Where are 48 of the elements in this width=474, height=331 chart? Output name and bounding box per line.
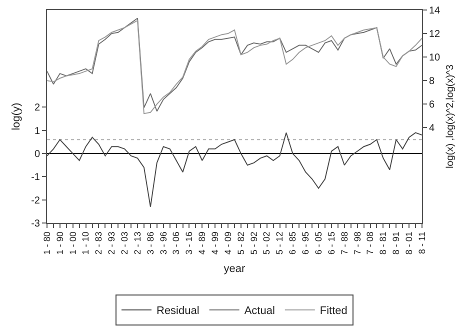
legend-label: Residual [156, 305, 200, 318]
x-tick-label: 8 - 11 [416, 232, 427, 254]
y-tick-label: 0 [34, 149, 40, 160]
x-tick-label: 6 - 95 [300, 232, 311, 255]
x-tick-label: 5 - 92 [248, 232, 259, 255]
x-tick-label: 7 - 08 [365, 232, 376, 255]
legend-label: Fitted [320, 305, 348, 318]
x-tick-label: 4 - 09 [222, 232, 233, 255]
x-tick-label: 1 - 80 [42, 232, 52, 255]
x-tick-label: 6 - 85 [288, 232, 298, 255]
y-axis-title: log(y) [10, 102, 23, 130]
x-tick-label: 1 - 00 [68, 232, 78, 255]
x-tick-label: 3 - 16 [184, 232, 194, 255]
x-tick-label: 1 - 10 [80, 232, 91, 255]
y2-tick-label: 12 [429, 29, 441, 40]
y2-tick-label: 10 [429, 52, 441, 64]
y2-axis-title: log(x) ,log(x)^2,log(x)^3 [445, 64, 456, 168]
x-axis-title: year [224, 262, 246, 275]
x-tick-label: 4 - 89 [197, 232, 208, 255]
x-tick-label: 2 - 13 [132, 232, 142, 255]
legend-label: Actual [244, 305, 275, 318]
x-tick-label: 6 - 05 [313, 232, 324, 255]
y-tick-label: 2 [34, 102, 40, 114]
y2-tick-label: 8 [429, 76, 435, 88]
y2-tick-label: 6 [429, 100, 435, 111]
y2-tick-label: 14 [429, 6, 441, 16]
x-tick-label: 8 - 91 [391, 232, 402, 255]
y2-tick-label: 4 [429, 123, 435, 134]
x-tick-label: 2 - 03 [120, 232, 130, 255]
x-tick-label: 1 - 90 [54, 232, 65, 255]
x-tick-label: 2 - 93 [106, 232, 117, 255]
x-tick-label: 3 - 86 [145, 232, 156, 255]
x-tick-label: 4 - 99 [210, 232, 220, 255]
x-tick-label: 6 - 15 [326, 232, 336, 255]
x-tick-label: 7 - 98 [352, 232, 362, 255]
x-tick-label: 3 - 96 [158, 232, 168, 255]
y-tick-label: 1 [34, 126, 40, 137]
x-tick-label: 8 - 81 [378, 232, 388, 255]
x-tick-label: 7 - 88 [339, 232, 350, 255]
x-tick-label: 5 - 82 [236, 232, 246, 255]
x-tick-label: 5 - 02 [262, 232, 272, 255]
y-tick-label: -3 [31, 218, 40, 230]
x-tick-label: 2 - 83 [94, 232, 104, 255]
x-tick-label: 8 - 01 [404, 232, 414, 255]
x-tick-label: 3 - 06 [171, 232, 182, 255]
y-tick-label: -2 [31, 195, 40, 206]
x-tick-label: 5 - 12 [274, 232, 285, 255]
y-tick-label: -1 [31, 172, 40, 184]
